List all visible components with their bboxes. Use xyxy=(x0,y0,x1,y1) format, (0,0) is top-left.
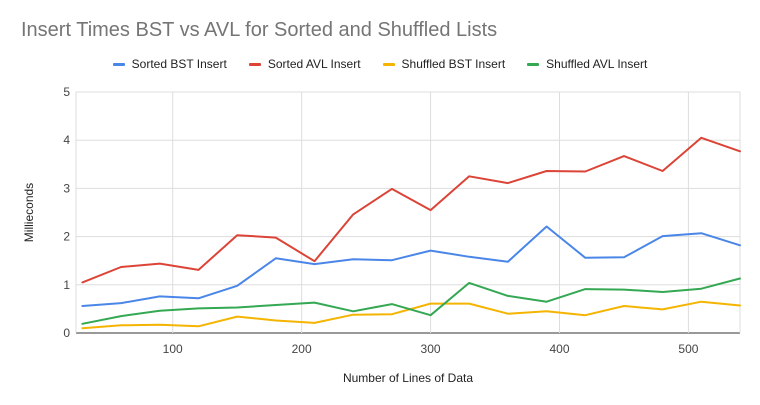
legend-label: Shuffled AVL Insert xyxy=(546,57,648,71)
y-axis-title: Millieconds xyxy=(22,183,36,242)
y-tick-label: 5 xyxy=(63,85,70,99)
series-line-sorted-bst xyxy=(81,225,741,307)
x-axis-title: Number of Lines of Data xyxy=(343,371,473,385)
legend-label: Shuffled BST Insert xyxy=(401,57,506,71)
legend-swatch xyxy=(527,62,540,66)
legend-item-shuffled-avl[interactable]: Shuffled AVL Insert xyxy=(527,57,647,71)
legend-swatch xyxy=(112,62,125,66)
y-tick-label: 1 xyxy=(63,278,70,292)
legend-item-shuffled-bst[interactable]: Shuffled BST Insert xyxy=(382,57,506,71)
legend-label: Sorted AVL Insert xyxy=(267,57,361,71)
y-tick-label: 0 xyxy=(63,326,70,340)
y-tick-label: 3 xyxy=(63,181,70,195)
legend-swatch xyxy=(382,62,395,66)
series-line-sorted-avl xyxy=(81,136,741,284)
chart-title: Insert Times BST vs AVL for Sorted and S… xyxy=(21,19,498,41)
series-line-shuffled-bst xyxy=(81,300,741,330)
x-tick-label: 300 xyxy=(421,342,441,356)
y-tick-label: 2 xyxy=(63,230,70,244)
legend-item-sorted-avl[interactable]: Sorted AVL Insert xyxy=(248,57,361,71)
series-lines xyxy=(81,136,741,330)
x-tick-label: 200 xyxy=(292,342,312,356)
chart-legend: Sorted BST Insert Sorted AVL Insert Shuf… xyxy=(0,57,760,71)
y-tick-label: 4 xyxy=(63,133,70,147)
x-tick-label: 400 xyxy=(549,342,569,356)
grid-lines xyxy=(75,91,741,334)
legend-item-sorted-bst[interactable]: Sorted BST Insert xyxy=(112,57,227,71)
x-tick-label: 100 xyxy=(163,342,183,356)
series-line-shuffled-avl xyxy=(81,277,741,325)
x-tick-label: 500 xyxy=(678,342,698,356)
tick-labels: 0 1 2 3 4 5 100 200 300 400 500 xyxy=(63,85,698,356)
legend-swatch xyxy=(248,62,261,66)
legend-label: Sorted BST Insert xyxy=(131,57,227,71)
